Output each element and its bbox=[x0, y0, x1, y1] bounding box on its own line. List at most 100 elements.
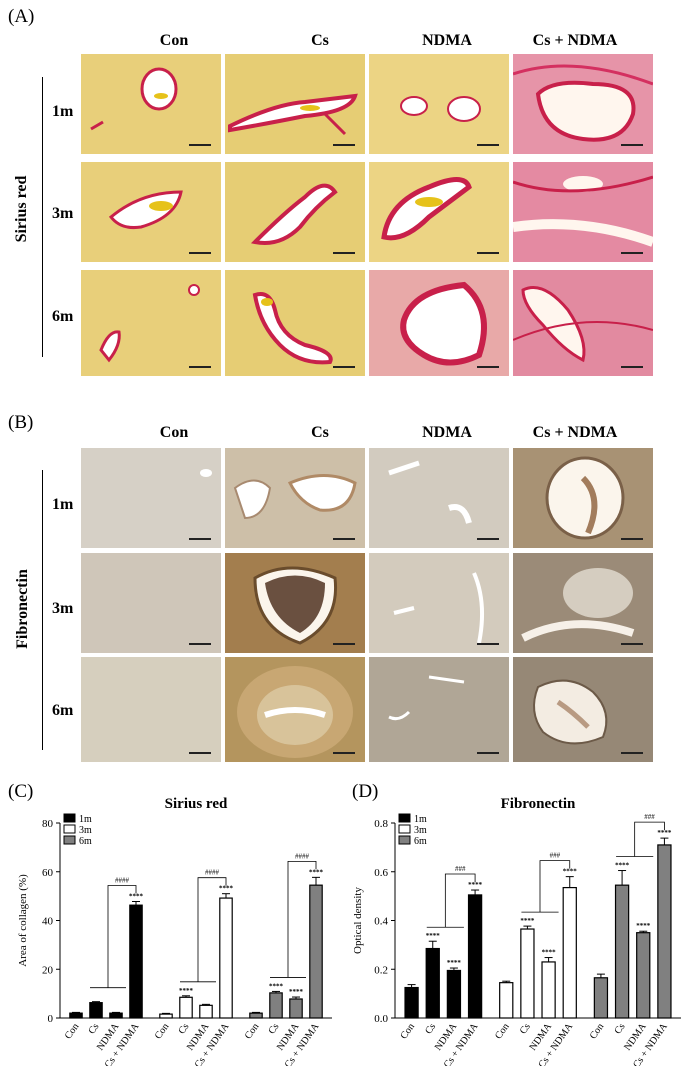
bar bbox=[541, 961, 556, 1019]
col-header-con-b: Con bbox=[159, 424, 189, 441]
micrograph-sirius-con-6m bbox=[81, 270, 221, 376]
x-tick-label: Cs bbox=[176, 1021, 191, 1036]
bar bbox=[657, 844, 672, 1019]
x-tick-label: Con bbox=[243, 1021, 262, 1041]
x-tick-label: Con bbox=[153, 1021, 172, 1041]
x-tick-label: Cs bbox=[266, 1021, 281, 1036]
col-header-ndma: NDMA bbox=[422, 32, 472, 49]
micrograph-fibro-cs-ndma-1m bbox=[513, 448, 653, 548]
micrograph-sirius-ndma-3m bbox=[369, 162, 509, 262]
bar bbox=[129, 904, 143, 1019]
significance-stars: **** bbox=[657, 829, 672, 837]
significance-stars: **** bbox=[426, 932, 441, 940]
bracket-line-a bbox=[42, 77, 43, 357]
micrograph-sirius-ndma-1m bbox=[369, 54, 509, 154]
significance-stars: **** bbox=[219, 885, 234, 893]
bar bbox=[404, 986, 419, 1019]
significance-stars: **** bbox=[520, 917, 535, 925]
bar bbox=[269, 992, 283, 1019]
micrograph-fibro-cs-ndma-3m bbox=[513, 553, 653, 653]
hash-label: ### bbox=[455, 865, 466, 873]
x-tick-label: Con bbox=[63, 1021, 82, 1041]
legend-label: 3m bbox=[414, 825, 427, 836]
bar bbox=[425, 947, 440, 1019]
significance-stars: **** bbox=[615, 862, 630, 870]
col-header-ndma-b: NDMA bbox=[422, 424, 472, 441]
panel-letter-c: (C) bbox=[8, 781, 34, 802]
chart-title: Fibronectin bbox=[501, 796, 576, 812]
bar bbox=[109, 1012, 123, 1019]
side-label-fibronectin: Fibronectin bbox=[14, 569, 31, 649]
panel-letter-b: (B) bbox=[8, 412, 34, 433]
x-tick-label: Cs bbox=[612, 1021, 627, 1036]
row-label-1m-a: 1m bbox=[52, 103, 74, 120]
y-axis-label: Optical density bbox=[352, 887, 364, 954]
bar bbox=[499, 982, 514, 1019]
legend-label: 3m bbox=[79, 825, 92, 836]
comparison-bracket bbox=[444, 873, 476, 928]
x-tick-label: Con bbox=[588, 1021, 607, 1041]
legend-swatch bbox=[63, 813, 76, 823]
comparison-bracket bbox=[539, 860, 571, 913]
legend-label: 6m bbox=[414, 836, 427, 847]
y-tick-label: 0.2 bbox=[374, 964, 388, 976]
panel-letter-a: (A) bbox=[8, 6, 35, 27]
bracket-line-b bbox=[42, 470, 43, 750]
bar bbox=[289, 998, 303, 1019]
micrograph-fibro-con-6m bbox=[81, 657, 221, 762]
significance-stars: **** bbox=[563, 868, 578, 876]
hash-label: #### bbox=[295, 852, 310, 860]
bar-chart-fibronectin: Fibronectin 0.0 0.2 0.4 0.6 0.8 Optical densit… bbox=[352, 796, 681, 1066]
bar bbox=[89, 1002, 103, 1019]
y-tick-label: 0.6 bbox=[374, 867, 388, 879]
y-tick-label: 60 bbox=[42, 867, 54, 879]
micrograph-fibro-cs-3m bbox=[225, 553, 365, 653]
col-header-cs: Cs bbox=[311, 32, 329, 49]
significance-stars: **** bbox=[636, 922, 651, 930]
bar bbox=[520, 928, 535, 1019]
row-label-3m-b: 3m bbox=[52, 600, 74, 617]
micrograph-fibro-con-3m bbox=[81, 553, 221, 653]
legend-label: 1m bbox=[414, 814, 427, 825]
panel-letter-d: (D) bbox=[352, 781, 379, 802]
x-tick-label: Con bbox=[398, 1021, 417, 1041]
x-tick-label: Cs bbox=[423, 1021, 438, 1036]
bar bbox=[467, 894, 483, 1019]
significance-stars: **** bbox=[289, 988, 304, 996]
bar bbox=[636, 932, 651, 1019]
y-tick-label: 0.0 bbox=[374, 1013, 388, 1025]
hash-label: #### bbox=[115, 876, 130, 884]
row-label-6m-b: 6m bbox=[52, 702, 74, 719]
bar bbox=[614, 884, 630, 1019]
y-tick-label: 80 bbox=[42, 818, 54, 830]
micrograph-fibro-ndma-3m bbox=[369, 553, 509, 653]
comparison-bracket bbox=[634, 821, 665, 857]
micrograph-sirius-ndma-6m bbox=[369, 270, 509, 376]
bar-chart-sirius-red: Sirius red 0 20 40 60 80 Area of collagen (%) C… bbox=[17, 796, 332, 1066]
micrograph-sirius-cs-ndma-1m bbox=[513, 54, 653, 154]
comparison-bracket bbox=[107, 885, 137, 988]
significance-stars: **** bbox=[309, 868, 324, 876]
micrograph-fibro-ndma-6m bbox=[369, 657, 509, 762]
chart-title: Sirius red bbox=[165, 796, 228, 812]
col-header-cs-b: Cs bbox=[311, 424, 329, 441]
bar bbox=[219, 897, 233, 1019]
significance-stars: **** bbox=[129, 892, 144, 900]
micrograph-sirius-con-3m bbox=[81, 162, 221, 262]
bar bbox=[446, 969, 462, 1019]
significance-stars: **** bbox=[468, 881, 483, 889]
bar bbox=[199, 1004, 213, 1019]
y-tick-label: 0.4 bbox=[374, 916, 388, 928]
col-header-cs-ndma-b: Cs + NDMA bbox=[532, 424, 618, 441]
micrograph-fibro-cs-ndma-6m bbox=[513, 657, 653, 762]
significance-stars: **** bbox=[447, 959, 462, 967]
x-tick-label: Cs bbox=[86, 1021, 101, 1036]
micrograph-sirius-con-1m bbox=[81, 54, 221, 154]
bar bbox=[249, 1012, 263, 1019]
micrograph-sirius-cs-6m bbox=[225, 270, 365, 376]
significance-stars: **** bbox=[542, 949, 557, 957]
bar bbox=[69, 1012, 83, 1019]
x-tick-label: Con bbox=[493, 1021, 512, 1041]
legend-label: 1m bbox=[79, 814, 92, 825]
col-header-con: Con bbox=[159, 32, 189, 49]
